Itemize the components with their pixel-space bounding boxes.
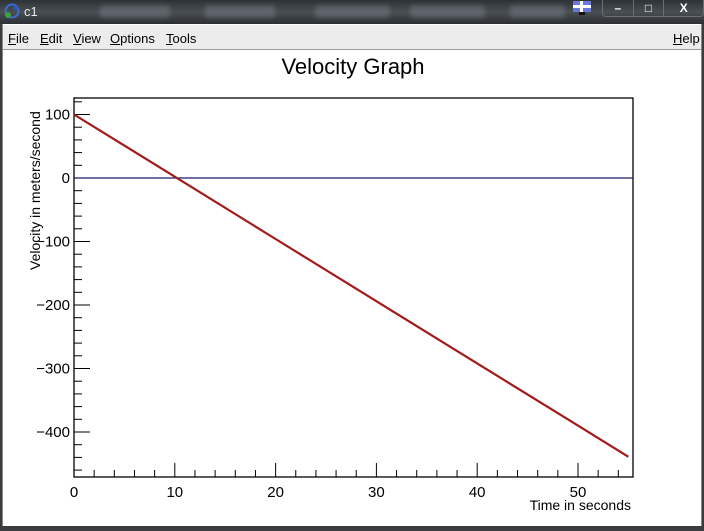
menu-file[interactable]: File <box>8 31 29 46</box>
y-tick-label: −400 <box>36 424 70 441</box>
background-taskbar-item <box>510 5 565 18</box>
root-app-icon <box>4 3 20 19</box>
y-tick-label: −100 <box>36 234 70 251</box>
x-axis-label: Time in seconds <box>530 497 631 513</box>
plot-canvas[interactable]: Velocity Graph 0 10 20 30 40 50 100 0 −100 −200 −3… <box>3 50 701 526</box>
velocity-line <box>73 113 629 458</box>
chart-series <box>73 113 629 458</box>
x-tick-label: 0 <box>70 484 78 501</box>
menubar: File Edit View Options Tools Help <box>3 25 701 50</box>
y-tick-label: 0 <box>62 170 70 187</box>
root-canvas-window: File Edit View Options Tools Help Veloci… <box>2 24 702 526</box>
minimize-icon: – <box>614 1 622 15</box>
minimize-button[interactable]: – <box>603 0 634 16</box>
menu-tools[interactable]: Tools <box>166 31 197 46</box>
y-tick-label: −200 <box>36 297 70 314</box>
y-tick-label: 100 <box>45 107 70 124</box>
maximize-button[interactable]: □ <box>634 0 665 16</box>
background-taskbar-item <box>410 5 485 18</box>
x-tick-label: 10 <box>166 484 183 501</box>
window-title: c1 <box>24 4 38 19</box>
close-button[interactable]: X <box>664 0 703 16</box>
maximize-icon: □ <box>644 1 653 15</box>
background-taskbar-item <box>205 5 275 18</box>
plot-frame <box>73 97 634 478</box>
menu-options[interactable]: Options <box>110 31 155 46</box>
x-tick-label: 40 <box>469 484 486 501</box>
x-tick-label: 50 <box>570 484 587 501</box>
background-taskbar-item <box>315 5 390 18</box>
menu-help[interactable]: Help <box>673 31 700 46</box>
x-tick-label: 30 <box>368 484 385 501</box>
velocity-chart: Velocity Graph 0 10 20 30 40 50 100 0 −100 −200 −3… <box>27 54 634 513</box>
menu-view[interactable]: View <box>73 31 101 46</box>
menu-edit[interactable]: Edit <box>40 31 63 46</box>
y-tick-label: −300 <box>36 361 70 378</box>
chart-title: Velocity Graph <box>281 54 424 79</box>
close-icon: X <box>679 1 688 15</box>
window-controls: – □ X <box>602 0 704 17</box>
window-titlebar: c1 – □ X <box>0 0 704 24</box>
y-axis-label: Velocity in meters/second <box>27 111 43 270</box>
language-flag-icon[interactable] <box>573 1 591 15</box>
x-tick-label: 20 <box>267 484 284 501</box>
background-taskbar-item <box>100 5 170 18</box>
chart-axes: 0 10 20 30 40 50 100 0 −100 −200 −300 −400 <box>36 97 634 501</box>
